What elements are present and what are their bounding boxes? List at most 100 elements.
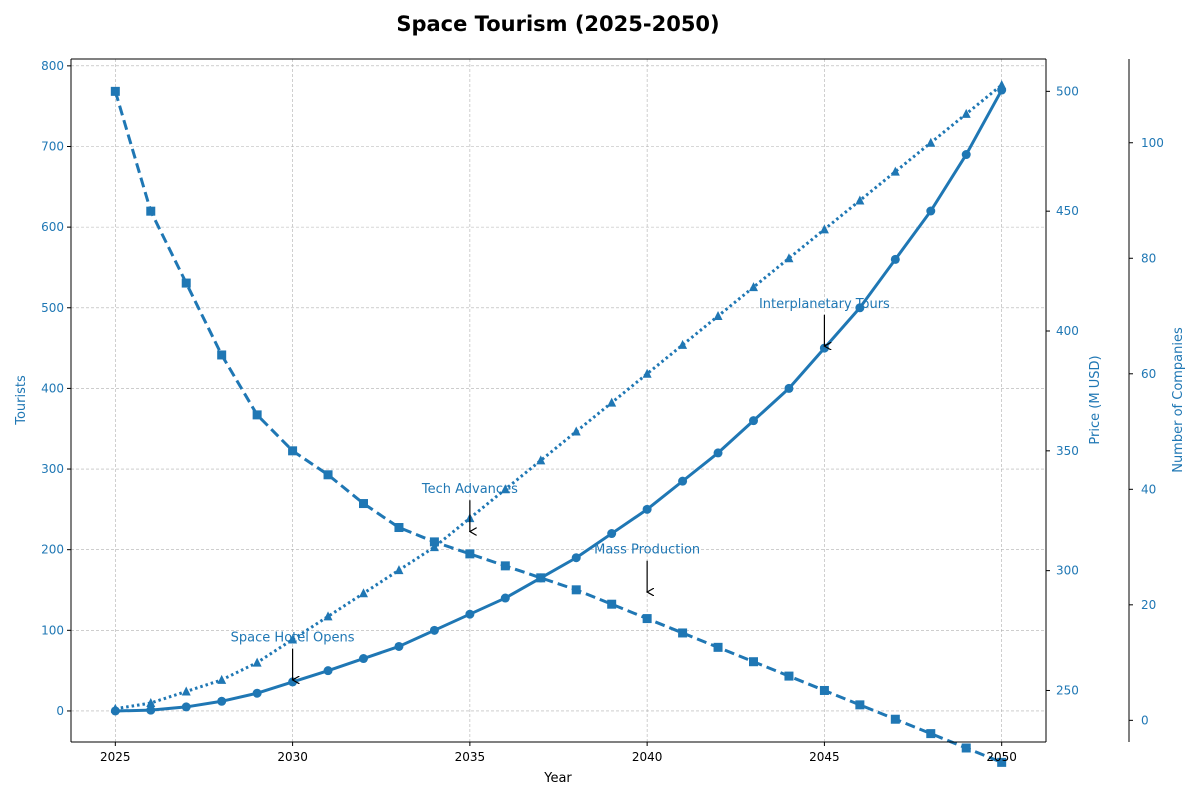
data-point bbox=[607, 397, 617, 407]
data-point bbox=[607, 599, 617, 609]
data-point bbox=[819, 685, 829, 695]
data-point bbox=[571, 585, 581, 595]
data-point bbox=[288, 634, 298, 644]
companies-axis-label: Number of Companies bbox=[1171, 327, 1186, 473]
data-point bbox=[642, 368, 652, 378]
left-tick-label: 0 bbox=[56, 704, 64, 718]
data-point bbox=[394, 523, 404, 533]
x-tick-label: 2030 bbox=[277, 750, 308, 764]
x-tick-label: 2050 bbox=[986, 750, 1017, 764]
data-point bbox=[961, 743, 971, 753]
data-point bbox=[500, 561, 510, 571]
price-tick-label: 250 bbox=[1056, 683, 1079, 697]
data-point bbox=[323, 470, 333, 480]
price-tick-label: 450 bbox=[1056, 204, 1079, 218]
data-point bbox=[784, 253, 794, 263]
data-point bbox=[429, 537, 439, 547]
data-point bbox=[926, 206, 936, 216]
x-tick-label: 2040 bbox=[632, 750, 663, 764]
left-tick-label: 200 bbox=[41, 543, 64, 557]
series-layer bbox=[110, 79, 1007, 767]
data-point bbox=[323, 666, 333, 676]
series-right2 bbox=[110, 79, 1007, 713]
companies-tick-label: 0 bbox=[1141, 713, 1149, 727]
x-tick-label: 2045 bbox=[809, 750, 840, 764]
x-tick-label: 2025 bbox=[100, 750, 131, 764]
data-point bbox=[997, 757, 1007, 767]
data-point bbox=[252, 410, 262, 420]
price-tick-label: 500 bbox=[1056, 84, 1079, 98]
series-line bbox=[113, 90, 1003, 764]
data-point bbox=[252, 688, 262, 698]
data-point bbox=[855, 700, 865, 710]
data-point bbox=[678, 476, 688, 486]
data-point bbox=[181, 686, 191, 696]
data-point bbox=[784, 383, 794, 393]
annotation-label: Space Hotel Opens bbox=[231, 631, 355, 646]
data-point bbox=[252, 657, 262, 667]
left-tick-label: 500 bbox=[41, 301, 64, 315]
annotation: Mass Production bbox=[594, 543, 700, 592]
grid bbox=[71, 59, 1046, 742]
data-point bbox=[890, 166, 900, 176]
data-point bbox=[749, 416, 758, 426]
annotation-label: Mass Production bbox=[594, 543, 700, 558]
series-line bbox=[115, 83, 1003, 711]
series-right1 bbox=[110, 86, 1007, 767]
annotation-label: Tech Advances bbox=[421, 482, 518, 497]
companies-tick-label: 80 bbox=[1141, 251, 1156, 265]
data-point bbox=[181, 278, 191, 288]
data-point bbox=[642, 504, 652, 514]
chart-title: Space Tourism (2025-2050) bbox=[396, 12, 719, 36]
data-point bbox=[713, 311, 723, 321]
left-tick-label: 300 bbox=[41, 462, 64, 476]
left-tick-label: 800 bbox=[41, 59, 64, 73]
series-left bbox=[110, 85, 1007, 716]
data-point bbox=[288, 446, 298, 456]
data-point bbox=[146, 206, 156, 216]
annotation: Interplanetary Tours bbox=[759, 297, 890, 346]
price-axis-label: Price (M USD) bbox=[1088, 355, 1103, 444]
data-point bbox=[642, 614, 652, 624]
price-tick-label: 350 bbox=[1056, 444, 1079, 458]
left-axis-label: Tourists bbox=[14, 375, 29, 426]
annotations: Space Hotel Opens Tech Advances Mass Produ… bbox=[231, 297, 890, 680]
data-point bbox=[181, 702, 191, 712]
data-point bbox=[571, 553, 581, 563]
data-point bbox=[536, 573, 546, 583]
data-point bbox=[217, 696, 227, 706]
data-point bbox=[323, 611, 333, 621]
data-point bbox=[678, 339, 688, 349]
data-point bbox=[713, 448, 723, 458]
x-axis-label: Year bbox=[543, 771, 572, 786]
data-point bbox=[749, 282, 758, 292]
companies-tick-label: 100 bbox=[1141, 136, 1164, 150]
data-point bbox=[394, 565, 404, 575]
data-point bbox=[465, 549, 475, 559]
data-point bbox=[359, 654, 368, 664]
data-point bbox=[110, 703, 120, 713]
data-point bbox=[713, 642, 723, 652]
data-point bbox=[961, 108, 971, 118]
data-point bbox=[819, 224, 829, 234]
data-point bbox=[536, 455, 546, 465]
left-tick-label: 400 bbox=[41, 381, 64, 395]
data-point bbox=[429, 542, 439, 552]
companies-tick-label: 20 bbox=[1141, 598, 1156, 612]
data-point bbox=[890, 254, 900, 264]
data-point bbox=[429, 625, 439, 635]
left-tick-label: 700 bbox=[41, 139, 64, 153]
data-point bbox=[784, 671, 794, 681]
data-point bbox=[394, 641, 404, 651]
companies-tick-label: 60 bbox=[1141, 367, 1156, 381]
data-point bbox=[571, 426, 581, 436]
data-point bbox=[890, 714, 900, 724]
data-point bbox=[359, 588, 368, 598]
data-point bbox=[500, 484, 510, 494]
data-point bbox=[146, 698, 156, 708]
data-point bbox=[926, 729, 936, 739]
price-tick-label: 400 bbox=[1056, 324, 1079, 338]
series-line bbox=[115, 89, 1003, 713]
companies-tick-label: 40 bbox=[1141, 482, 1156, 496]
data-point bbox=[500, 593, 510, 603]
